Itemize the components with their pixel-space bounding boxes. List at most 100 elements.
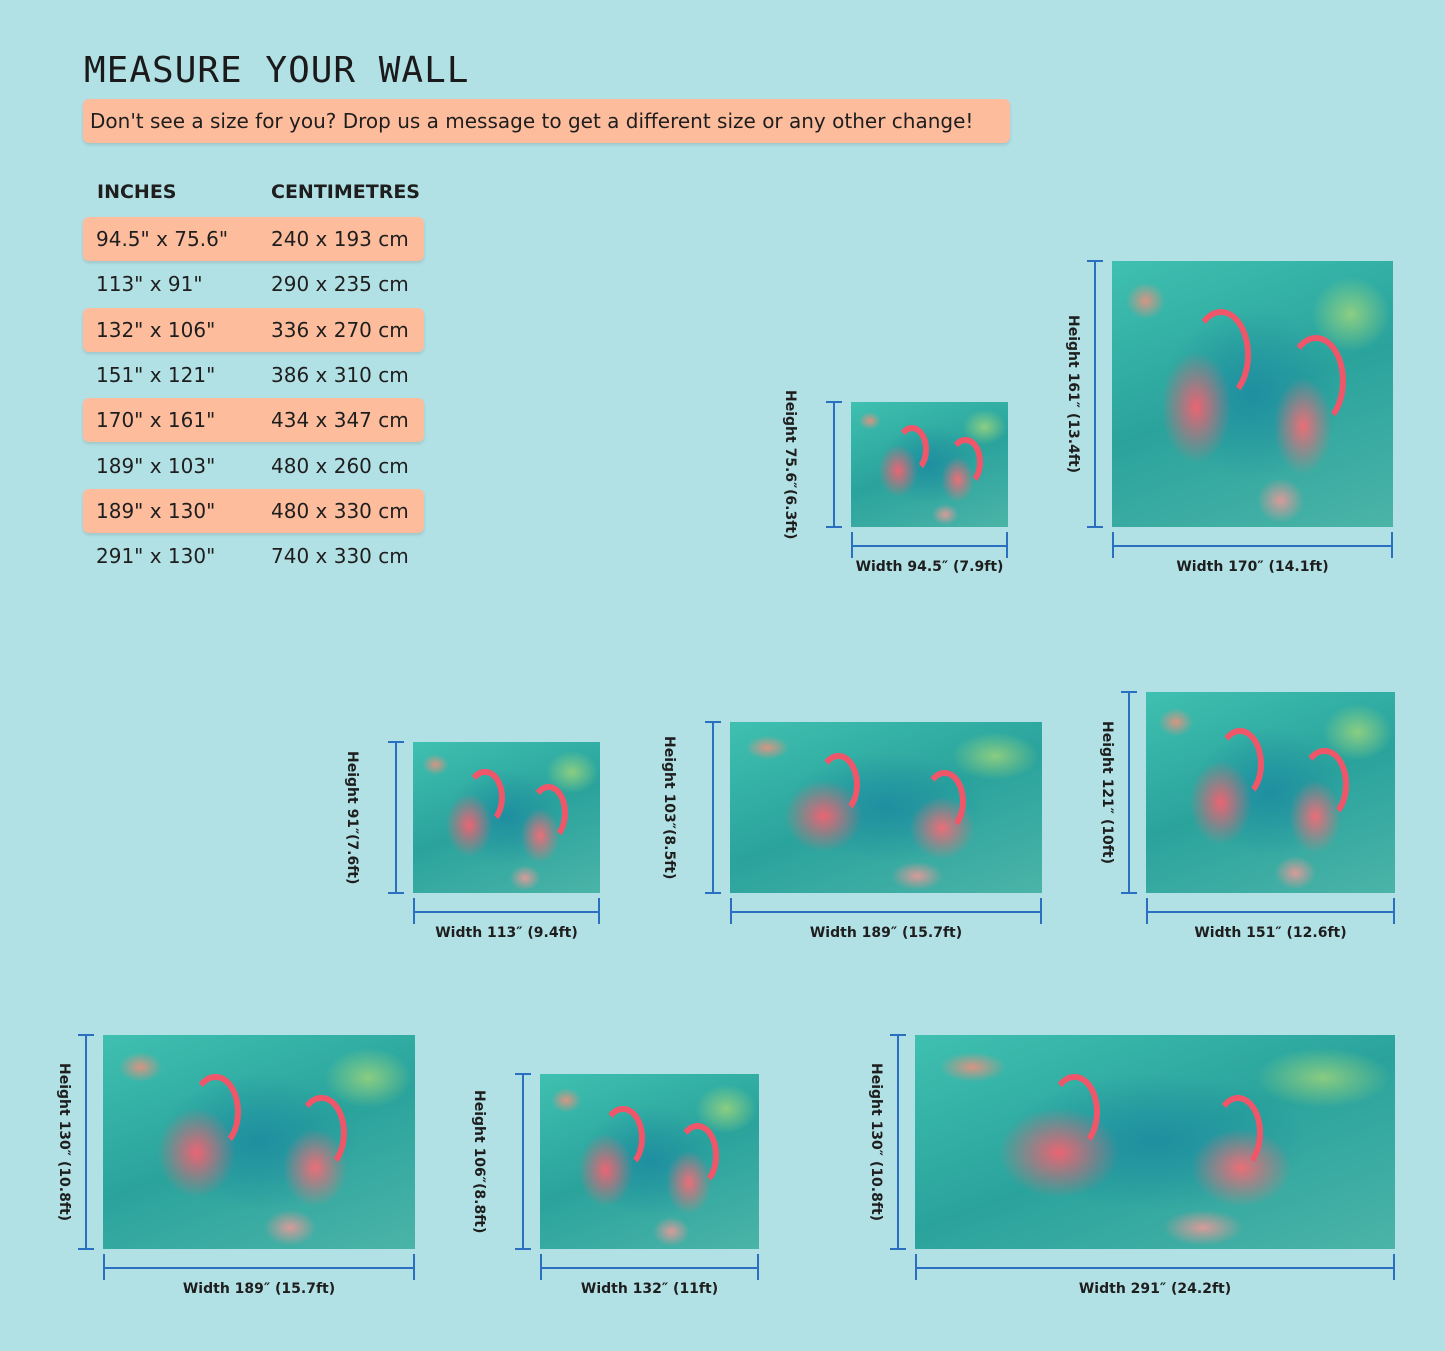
- height-dimension-line: [1128, 692, 1130, 893]
- height-label-line: (6.3ft): [782, 488, 798, 539]
- mural-image: [103, 1035, 415, 1249]
- width-dimension-line: [730, 911, 1042, 913]
- custom-size-banner: Don't see a size for you? Drop us a mess…: [83, 99, 1010, 143]
- width-dimension-line: [540, 1267, 759, 1269]
- flamingo-neck: [465, 769, 505, 827]
- size-row: 132" x 106" 336 x 270 cm: [83, 307, 424, 352]
- width-dimension-cap: [103, 1254, 105, 1280]
- flamingo-neck: [1286, 335, 1347, 428]
- flamingo-neck: [1212, 1094, 1264, 1172]
- width-dimension-cap: [1393, 1254, 1395, 1280]
- width-label: Width 170″ (14.1ft): [1176, 559, 1329, 575]
- height-dimension-line: [897, 1035, 899, 1249]
- width-dimension-line: [915, 1267, 1395, 1269]
- mural-image: [540, 1074, 759, 1249]
- height-dimension-cap: [78, 1248, 94, 1250]
- height-label-line: (7.6ft): [344, 833, 360, 885]
- width-dimension-cap: [1112, 532, 1114, 558]
- flamingo-neck: [894, 424, 930, 474]
- mural-image: [1112, 261, 1393, 527]
- width-dimension-cap: [1391, 532, 1393, 558]
- header-centimetres: CENTIMETRES: [271, 181, 420, 203]
- width-dimension-cap: [1393, 898, 1395, 924]
- width-dimension-line: [103, 1267, 415, 1269]
- height-dimension-cap: [1087, 526, 1103, 528]
- height-label: Height 161″ (13.4ft): [1062, 261, 1084, 527]
- height-label-line: Height 121″ (10ft): [1099, 721, 1115, 864]
- height-dimension-cap: [826, 526, 842, 528]
- height-label-line: Height 75.6″: [782, 390, 798, 489]
- width-label: Width 113″ (9.4ft): [435, 925, 578, 941]
- size-row: 189" x 130" 480 x 330 cm: [83, 488, 424, 533]
- width-label: Width 151″ (12.6ft): [1194, 925, 1347, 941]
- size-row: 94.5" x 75.6" 240 x 193 cm: [83, 217, 424, 261]
- width-label: Width 189″ (15.7ft): [809, 925, 963, 941]
- flamingo-neck: [948, 437, 983, 487]
- height-label-line: Height 130″ (10.8ft): [56, 1062, 72, 1222]
- flamingo-neck: [296, 1094, 347, 1172]
- width-dimension-cap: [730, 898, 732, 924]
- height-label-line: Height 103″: [661, 735, 677, 829]
- height-dimension-cap: [515, 1248, 531, 1250]
- flamingo-neck: [675, 1123, 720, 1188]
- width-dimension-cap: [1146, 898, 1148, 924]
- height-label: Height 103″ (8.5ft): [658, 722, 680, 893]
- size-inches: 94.5" x 75.6": [96, 227, 229, 251]
- height-label: Height 91″ (7.6ft): [341, 742, 363, 893]
- size-cm: 386 x 310 cm: [271, 362, 409, 387]
- width-dimension-cap: [1006, 532, 1008, 558]
- width-dimension-line: [413, 911, 600, 913]
- height-dimension-cap: [388, 741, 404, 743]
- size-cm: 240 x 193 cm: [271, 227, 409, 251]
- height-dimension-cap: [388, 892, 404, 894]
- mural-image: [915, 1035, 1395, 1249]
- flamingo-neck: [923, 769, 967, 834]
- height-label-line: (8.8ft): [471, 1182, 487, 1234]
- flamingo-neck: [1300, 748, 1349, 821]
- width-dimension-cap: [757, 1254, 759, 1280]
- size-row: 189" x 103" 480 x 260 cm: [83, 444, 424, 488]
- flamingo-neck: [817, 752, 861, 817]
- flamingo-neck: [601, 1105, 645, 1170]
- height-dimension-cap: [705, 721, 721, 723]
- size-cm: 740 x 330 cm: [271, 544, 409, 569]
- size-inches: 132" x 106": [96, 317, 216, 342]
- height-label: Height 75.6″ (6.3ft): [779, 390, 801, 539]
- header-inches: INCHES: [97, 181, 177, 203]
- height-dimension-cap: [515, 1073, 531, 1075]
- width-dimension-cap: [598, 898, 600, 924]
- flamingo-neck: [190, 1073, 241, 1150]
- mural-image: [413, 742, 600, 893]
- size-row: 170" x 161" 434 x 347 cm: [83, 398, 424, 443]
- width-dimension-line: [851, 545, 1008, 547]
- height-dimension-cap: [705, 892, 721, 894]
- height-dimension-cap: [1121, 691, 1137, 693]
- size-inches: 189" x 130": [96, 498, 216, 523]
- size-inches: 189" x 103": [96, 453, 216, 478]
- height-dimension-line: [395, 742, 397, 893]
- size-cm: 480 x 260 cm: [271, 453, 409, 478]
- height-dimension-line: [85, 1035, 87, 1249]
- flamingo-neck: [1190, 308, 1251, 401]
- mural-image: [851, 402, 1008, 527]
- height-dimension-line: [712, 722, 714, 893]
- flamingo-neck: [528, 784, 569, 842]
- size-cm: 434 x 347 cm: [271, 408, 409, 433]
- mural-image: [1146, 692, 1395, 893]
- width-dimension-cap: [540, 1254, 542, 1280]
- size-inches: 151" x 121": [96, 362, 216, 387]
- size-row: 291" x 130" 740 x 330 cm: [83, 534, 424, 578]
- width-label: Width 291″ (24.2ft): [1078, 1281, 1232, 1297]
- width-dimension-cap: [413, 1254, 415, 1280]
- height-label: Height 130″ (10.8ft): [865, 1035, 887, 1249]
- height-dimension-cap: [890, 1248, 906, 1250]
- height-label-line: Height 106″: [471, 1089, 487, 1183]
- height-label-line: (8.5ft): [661, 828, 677, 880]
- size-cm: 480 x 330 cm: [271, 498, 409, 523]
- page-title: MEASURE YOUR WALL: [84, 50, 470, 91]
- mural-image: [730, 722, 1042, 893]
- height-label-line: Height 161″ (13.4ft): [1065, 314, 1081, 474]
- flamingo-neck: [1049, 1073, 1100, 1150]
- height-dimension-cap: [826, 401, 842, 403]
- size-cm: 336 x 270 cm: [271, 317, 409, 342]
